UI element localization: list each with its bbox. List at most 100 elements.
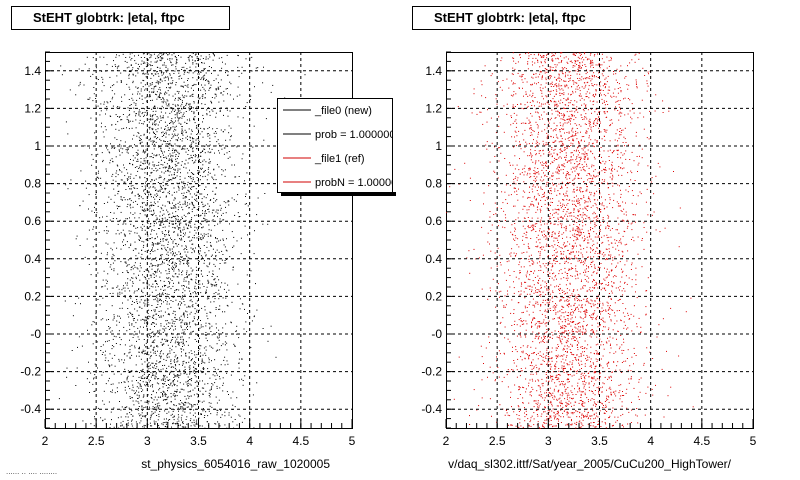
scatter-point (111, 256, 113, 258)
scatter-point (206, 312, 208, 314)
scatter-point (197, 283, 199, 285)
scatter-point (131, 97, 133, 99)
scatter-point (131, 192, 133, 194)
scatter-point (156, 399, 158, 401)
scatter-point (201, 358, 203, 360)
scatter-point (215, 237, 216, 238)
scatter-point (167, 58, 169, 60)
scatter-point (182, 259, 183, 261)
scatter-point (204, 211, 206, 213)
scatter-point (142, 375, 144, 377)
scatter-point (520, 317, 522, 319)
scatter-point (186, 249, 188, 250)
scatter-point (194, 223, 196, 225)
scatter-point (108, 364, 110, 366)
scatter-point (192, 248, 194, 250)
scatter-point (232, 266, 234, 268)
scatter-point (142, 103, 144, 104)
scatter-point (183, 344, 185, 346)
scatter-point (201, 361, 203, 363)
scatter-point (134, 345, 136, 347)
scatter-point (185, 280, 187, 282)
scatter-point (149, 64, 151, 66)
scatter-point (142, 389, 144, 391)
scatter-point (224, 415, 226, 417)
scatter-point (152, 204, 154, 206)
scatter-point (225, 139, 227, 141)
scatter-point (160, 369, 162, 371)
scatter-point (173, 205, 175, 207)
scatter-point (202, 79, 204, 81)
scatter-point (169, 260, 170, 261)
scatter-point (230, 83, 232, 85)
scatter-point (211, 72, 212, 74)
scatter-point (189, 391, 191, 393)
scatter-point (628, 84, 630, 86)
scatter-point (164, 166, 166, 168)
scatter-point (95, 104, 97, 106)
scatter-point (189, 323, 190, 325)
scatter-point (67, 133, 69, 135)
scatter-point (212, 273, 214, 275)
scatter-point (209, 111, 211, 113)
scatter-point (120, 373, 122, 375)
scatter-point (139, 306, 141, 308)
scatter-point (218, 166, 220, 168)
scatter-point (562, 210, 564, 212)
scatter-point (122, 420, 124, 422)
scatter-point (105, 144, 107, 146)
scatter-point (205, 335, 207, 336)
scatter-point (208, 298, 210, 300)
scatter-point (620, 384, 622, 386)
scatter-point (148, 191, 150, 193)
scatter-point (188, 337, 190, 339)
scatter-point (184, 200, 186, 202)
scatter-point (144, 152, 146, 154)
scatter-point (589, 54, 591, 56)
scatter-point (148, 304, 150, 306)
scatter-point (206, 334, 208, 336)
scatter-point (176, 341, 178, 343)
scatter-point (561, 60, 563, 61)
scatter-point (485, 347, 487, 349)
scatter-point (164, 128, 166, 130)
scatter-point (138, 391, 140, 393)
scatter-point (175, 52, 177, 53)
scatter-point (106, 64, 108, 66)
scatter-point (174, 117, 176, 119)
scatter-point (170, 306, 172, 308)
scatter-point (227, 115, 229, 117)
scatter-point (173, 223, 174, 225)
scatter-point (173, 292, 175, 293)
scatter-point (120, 422, 122, 424)
scatter-point (168, 150, 170, 151)
scatter-point (275, 356, 277, 358)
scatter-point (153, 322, 155, 324)
scatter-point (554, 208, 556, 210)
scatter-point (560, 405, 561, 407)
scatter-point (146, 377, 147, 379)
scatter-point (224, 246, 226, 248)
scatter-point (109, 293, 111, 294)
scatter-point (151, 214, 153, 216)
scatter-point (568, 403, 570, 405)
scatter-point (169, 129, 171, 130)
scatter-point (108, 326, 110, 327)
scatter-point (542, 321, 544, 323)
scatter-point (561, 52, 563, 54)
scatter-point (156, 61, 158, 63)
scatter-point (543, 55, 545, 57)
scatter-point (149, 156, 151, 158)
scatter-point (136, 394, 138, 396)
scatter-point (177, 407, 179, 409)
scatter-point (198, 226, 200, 228)
scatter-point (204, 189, 205, 190)
scatter-point (214, 278, 216, 280)
scatter-point (169, 249, 171, 251)
scatter-point (223, 147, 225, 149)
scatter-point (125, 149, 127, 151)
legend-entry-label: _file0 (new) (314, 105, 372, 117)
scatter-point (155, 110, 157, 112)
scatter-point (201, 239, 203, 241)
scatter-point (132, 300, 133, 302)
